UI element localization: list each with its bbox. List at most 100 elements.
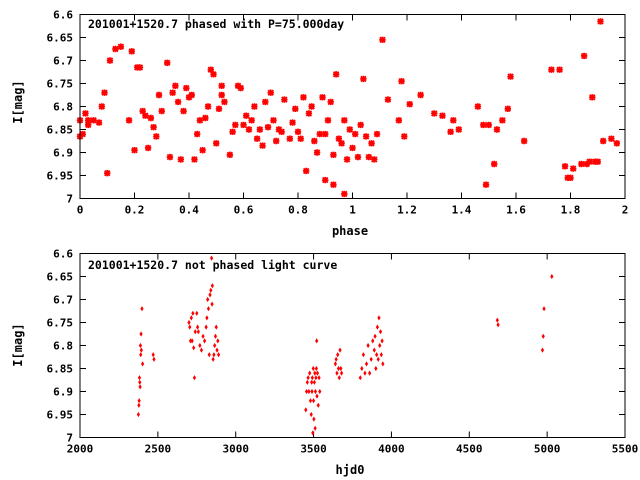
data-point [232,121,239,129]
data-point [474,103,482,110]
phased-y-tick-label: 6.8 [53,101,73,114]
data-point [278,128,285,135]
phased-x-tick-label: 1.8 [561,204,581,217]
data-point [308,103,315,110]
data-point [153,133,160,140]
data-point [199,347,204,353]
data-point [395,117,403,124]
data-point [313,388,318,395]
data-point [140,361,145,367]
data-point [177,156,185,163]
data-point [360,75,367,83]
data-point [499,117,506,124]
data-point [357,121,364,129]
data-point [164,59,171,66]
data-point [307,388,311,395]
data-point [82,110,89,117]
unphased-ticks: 2000 2500 3000 3500 4000 4500 5000 5500 6.6 6.65 6… [47,248,639,456]
data-point [316,402,320,408]
data-point [215,347,219,353]
data-point [213,140,220,147]
data-point [248,117,255,124]
data-point [375,352,379,358]
unphased-y-tick-label: 6.95 [47,409,74,422]
data-point [313,149,321,156]
data-point [152,356,156,362]
data-point [305,379,309,385]
data-point [398,78,405,85]
data-point [371,338,375,344]
data-point [318,388,322,395]
data-point [245,126,253,133]
data-point [378,329,383,335]
data-point [548,66,555,73]
unphased-x-tick-label: 2000 [67,443,94,456]
data-point [308,370,312,376]
data-point [352,130,359,138]
data-point [205,315,209,321]
data-point [213,333,218,339]
data-point [151,352,155,358]
data-point [193,329,197,335]
phased-x-tick-label: 0 [77,204,84,217]
data-point [317,375,321,381]
data-point [188,91,195,99]
data-point [358,375,362,381]
unphased-plot-frame [79,253,626,438]
data-point [495,317,499,323]
data-point [375,324,380,330]
data-point [608,135,615,142]
data-point [580,52,588,60]
data-point [207,66,214,73]
data-point [401,133,408,140]
data-point [294,128,302,135]
data-point [578,160,585,168]
data-point [493,126,501,133]
data-point [567,174,574,181]
data-point [304,407,308,413]
data-point [138,384,142,390]
data-point [95,119,103,126]
phased-plot-frame [79,14,626,199]
phased-y-axis-label: I[mag] [11,80,25,123]
data-point [125,117,133,124]
data-point [335,370,339,376]
unphased-y-tick-label: 6.75 [47,317,74,330]
data-point [137,375,142,381]
data-point [256,126,264,133]
data-point [365,153,373,161]
data-point [406,101,413,108]
data-point [330,151,337,158]
unphased-y-tick-label: 6.7 [53,294,73,307]
data-point [311,398,316,404]
data-point [84,121,92,129]
data-point [310,379,314,385]
data-point [210,301,214,307]
phased-y-tick-label: 6.7 [53,55,73,68]
data-point [202,114,209,122]
data-point [594,158,601,165]
data-point [308,398,313,404]
data-point [191,310,195,316]
data-point [556,66,563,73]
data-point [216,352,221,358]
data-point [550,273,554,280]
data-point [339,365,343,372]
data-point [376,356,380,362]
data-point [597,18,604,25]
data-point [216,338,220,344]
data-point [187,319,191,326]
data-point [482,181,490,188]
data-point [431,110,438,117]
data-point [289,119,296,126]
data-point [380,338,384,344]
unphased-points [136,255,554,436]
data-point [364,361,369,367]
data-point [139,331,143,337]
data-point [542,306,546,312]
data-point [240,121,247,129]
data-point [174,98,182,106]
data-point [147,114,155,122]
unphased-y-axis-label: I[mag] [11,323,25,366]
data-point [485,121,492,129]
